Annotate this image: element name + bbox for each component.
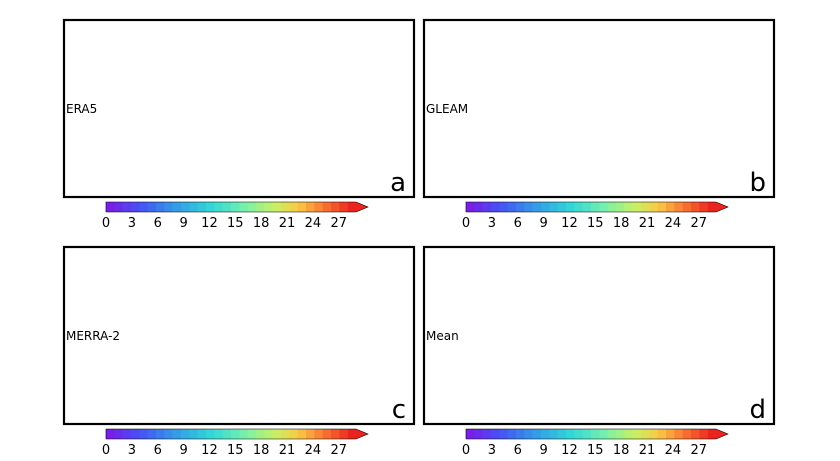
panel-c-model-label: MERRA-2: [66, 329, 120, 343]
colorbar-tick-label: 3: [128, 216, 136, 231]
colorbar-tick-label: 18: [253, 216, 270, 231]
colorbar-tick-label: 21: [639, 443, 656, 458]
colorbar-tick-label: 6: [514, 443, 522, 458]
colorbar-tick-label: 9: [539, 216, 547, 231]
panel-d-svg: Mean d 0 3 6 9 12 15 18 21 24 27: [422, 245, 776, 458]
panel-c-letter: c: [392, 395, 406, 425]
panel-c-svg: MERRA-2 c 0 3 6 9 12 15 18 21 24 27: [62, 245, 416, 458]
colorbar-tick-label: 15: [227, 443, 244, 458]
colorbar-tick-label: 3: [488, 443, 496, 458]
colorbar-tick-label: 0: [102, 216, 110, 231]
colorbar-tick-label: 27: [330, 216, 347, 231]
colorbar-tick-label: 15: [227, 216, 244, 231]
colorbar-tick-label: 18: [253, 443, 270, 458]
panel-a-frame: [62, 18, 416, 199]
colorbar-tick-label: 3: [128, 443, 136, 458]
panel-a-model-label: ERA5: [66, 102, 97, 116]
panel-d-colorbar: 0 3 6 9 12 15 18 21 24 27: [462, 428, 729, 458]
colorbar-tick-label: 0: [462, 216, 470, 231]
colorbar-tick-label: 3: [488, 216, 496, 231]
panel-d: Mean d 0 3 6 9 12 15 18 21 24 27: [422, 245, 778, 458]
colorbar-tick-label: 27: [690, 216, 707, 231]
colorbar-tick-label: 12: [561, 216, 578, 231]
panel-b-svg: GLEAM b 0 3 6 9 12 15 18 21 24 27: [422, 18, 776, 231]
colorbar-tick-label: 6: [154, 216, 162, 231]
colorbar-tick-label: 9: [179, 443, 187, 458]
colorbar-tick-label: 24: [665, 216, 682, 231]
colorbar-tick-label: 12: [561, 443, 578, 458]
panel-b: GLEAM b 0 3 6 9 12 15 18 21 24 27: [422, 18, 778, 231]
colorbar-tick-label: 21: [639, 216, 656, 231]
colorbar-tick-label: 24: [665, 443, 682, 458]
colorbar-tick-label: 21: [279, 216, 296, 231]
colorbar-tick-label: 18: [613, 443, 630, 458]
colorbar-tick-label: 0: [102, 443, 110, 458]
colorbar-tick-label: 24: [305, 216, 322, 231]
colorbar-tick-label: 6: [514, 216, 522, 231]
colorbar-tick-label: 12: [201, 443, 218, 458]
colorbar-tick-label: 21: [279, 443, 296, 458]
panel-a: ERA5 a 0 3 6 9 12 15 18 21 24 27: [62, 18, 418, 231]
colorbar-tick-label: 9: [179, 216, 187, 231]
colorbar-tick-label: 27: [690, 443, 707, 458]
colorbar-tick-label: 27: [330, 443, 347, 458]
panel-d-letter: d: [749, 395, 766, 425]
panel-a-letter: a: [390, 168, 406, 198]
panel-b-colorbar: 0 3 6 9 12 15 18 21 24 27: [462, 201, 729, 231]
panel-b-letter: b: [749, 168, 766, 198]
colorbar-tick-label: 24: [305, 443, 322, 458]
panel-c: MERRA-2 c 0 3 6 9 12 15 18 21 24 27: [62, 245, 418, 458]
colorbar-tick-label: 9: [539, 443, 547, 458]
panel-b-model-label: GLEAM: [426, 102, 468, 116]
colorbar-tick-label: 12: [201, 216, 218, 231]
colorbar-tick-label: 18: [613, 216, 630, 231]
panel-d-model-label: Mean: [426, 329, 459, 343]
colorbar-tick-label: 6: [154, 443, 162, 458]
panel-c-frame: [62, 245, 416, 426]
colorbar-tick-label: 15: [587, 216, 604, 231]
panel-a-colorbar: 0 3 6 9 12 15 18 21 24 27: [102, 201, 369, 231]
panel-b-frame: [422, 18, 776, 199]
colorbar-tick-label: 15: [587, 443, 604, 458]
panel-a-svg: ERA5 a 0 3 6 9 12 15 18 21 24 27: [62, 18, 416, 231]
colorbar-tick-label: 0: [462, 443, 470, 458]
panel-c-colorbar: 0 3 6 9 12 15 18 21 24 27: [102, 428, 369, 458]
panel-d-frame: [422, 245, 776, 426]
